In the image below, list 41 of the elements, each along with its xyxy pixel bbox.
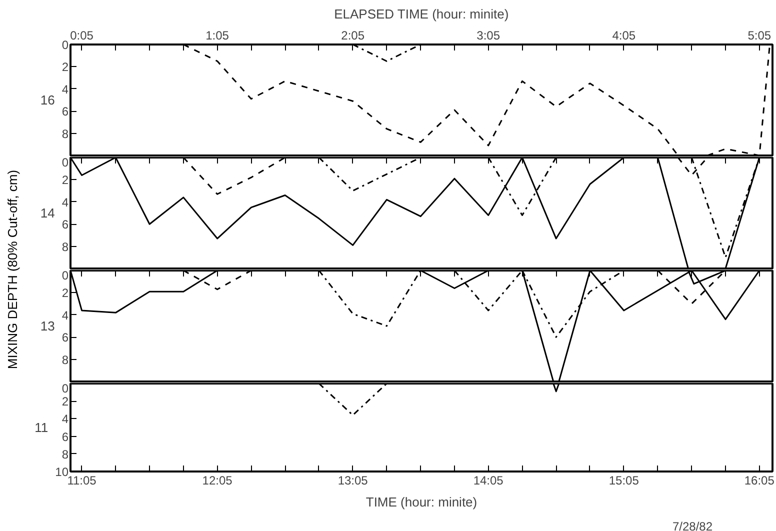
x-tick-label: 15:05 — [608, 474, 640, 488]
y-tick-label: 0 — [62, 38, 69, 52]
text: 14 — [40, 206, 55, 220]
y-tick-label: 6 — [62, 104, 69, 119]
x2-axis-title: ELAPSED TIME (hour: minite) — [334, 6, 509, 22]
y-tick-label: 0 — [62, 156, 69, 170]
y-tick-label: 4 — [62, 82, 69, 96]
x2-tick-label: 0:05 — [70, 28, 94, 42]
x2-tick-label: 4:05 — [612, 28, 636, 42]
y-tick-label: 8 — [62, 447, 69, 462]
y-tick-label: 0 — [62, 268, 69, 282]
y-tick-label: 6 — [62, 430, 69, 444]
y-tick-label: 4 — [62, 308, 69, 322]
x-tick-label: 13:05 — [338, 474, 368, 488]
y-tick-label: 6 — [62, 330, 69, 345]
text: 13 — [40, 318, 55, 334]
x2-tick-label: 2:05 — [341, 28, 365, 42]
y-tick-label: 8 — [62, 352, 69, 367]
x-tick-label: 14:05 — [473, 474, 504, 488]
x2-tick-label: 5:05 — [748, 28, 772, 42]
y-tick-label: 10 — [55, 465, 69, 479]
x-tick-label: 12:05 — [202, 474, 233, 488]
y-tick-label: 4 — [62, 195, 69, 210]
text: 16 — [40, 92, 55, 108]
x-tick-label: 16:05 — [744, 474, 775, 488]
text: 11 — [34, 420, 48, 435]
y-tick-label: 0 — [62, 382, 69, 396]
y-tick-label: 8 — [62, 126, 69, 141]
y-tick-label: 4 — [62, 412, 69, 426]
x-axis-title: TIME (hour: minite) — [366, 494, 478, 510]
x2-tick-label: 1:05 — [206, 28, 230, 42]
y-axis-title: MIXING DEPTH (80% Cut-off, cm) — [5, 170, 20, 370]
y-tick-label: 8 — [62, 240, 69, 254]
y-tick-label: 2 — [62, 173, 69, 188]
text: 7/28/82 — [672, 520, 713, 531]
y-tick-label: 6 — [62, 218, 69, 232]
y-tick-label: 2 — [62, 60, 69, 74]
x-tick-label: 11:05 — [67, 474, 97, 488]
y-tick-label: 2 — [62, 286, 69, 300]
x2-tick-label: 3:05 — [476, 28, 500, 42]
y-tick-label: 2 — [62, 394, 69, 409]
